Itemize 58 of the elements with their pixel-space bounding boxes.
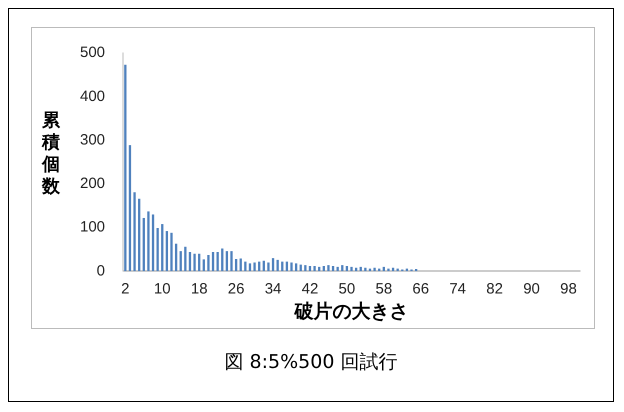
x-tick-label: 34: [264, 280, 282, 298]
bar: [161, 224, 164, 272]
bar: [318, 266, 320, 272]
bar: [166, 231, 168, 272]
x-tick-label: 10: [154, 280, 171, 298]
bar: [262, 260, 265, 272]
bar: [226, 251, 228, 272]
y-tick-label: 400: [80, 88, 106, 105]
bar: [341, 265, 344, 272]
x-tick-label: 42: [302, 280, 318, 298]
bar: [180, 251, 182, 272]
y-tick-label: 100: [80, 218, 106, 236]
bar: [216, 252, 219, 272]
caption: 図 8:5%500 回試行: [224, 350, 398, 375]
bar: [240, 258, 242, 272]
x-tick-label: 74: [449, 280, 466, 298]
bar: [360, 266, 362, 272]
bar: [286, 262, 288, 272]
bar: [142, 218, 145, 272]
x-tick-label: 90: [523, 280, 540, 298]
bar: [336, 266, 339, 272]
bar: [294, 263, 298, 272]
bar: [258, 262, 260, 272]
bar: [354, 268, 358, 272]
bar: [174, 244, 178, 272]
bar: [276, 260, 279, 272]
x-axis-title: 破片の大きさ: [294, 300, 409, 323]
bar: [382, 266, 385, 272]
x-tick-label: 2: [121, 280, 130, 298]
bar: [202, 259, 205, 272]
x-tick-label: 50: [338, 280, 356, 298]
x-tick-label: 82: [486, 280, 503, 298]
bar: [281, 262, 284, 272]
y-axis-title: 累積個数: [40, 110, 61, 198]
bar: [138, 198, 140, 272]
x-tick-label: 18: [190, 280, 208, 298]
bar: [304, 265, 307, 272]
x-tick-label: 98: [560, 280, 577, 298]
x-tick-label: 66: [412, 280, 430, 298]
y-tick-label: 500: [80, 44, 106, 62]
bar: [124, 64, 126, 272]
bar: [184, 246, 186, 272]
y-tick-label: 200: [80, 175, 106, 192]
bar: [396, 268, 399, 272]
bar: [221, 248, 224, 272]
x-tick-label: 26: [228, 280, 244, 298]
x-tick-label: 58: [375, 280, 392, 298]
bar: [198, 254, 200, 272]
bar: [346, 266, 348, 272]
bar: [300, 264, 302, 272]
bar: [378, 268, 380, 272]
bar: [156, 228, 159, 272]
bar: [244, 262, 246, 272]
bar: [234, 258, 238, 272]
y-tick-label: 0: [96, 262, 106, 280]
bar: [364, 268, 367, 272]
bar: [322, 266, 325, 272]
y-tick-label: 300: [80, 131, 106, 148]
